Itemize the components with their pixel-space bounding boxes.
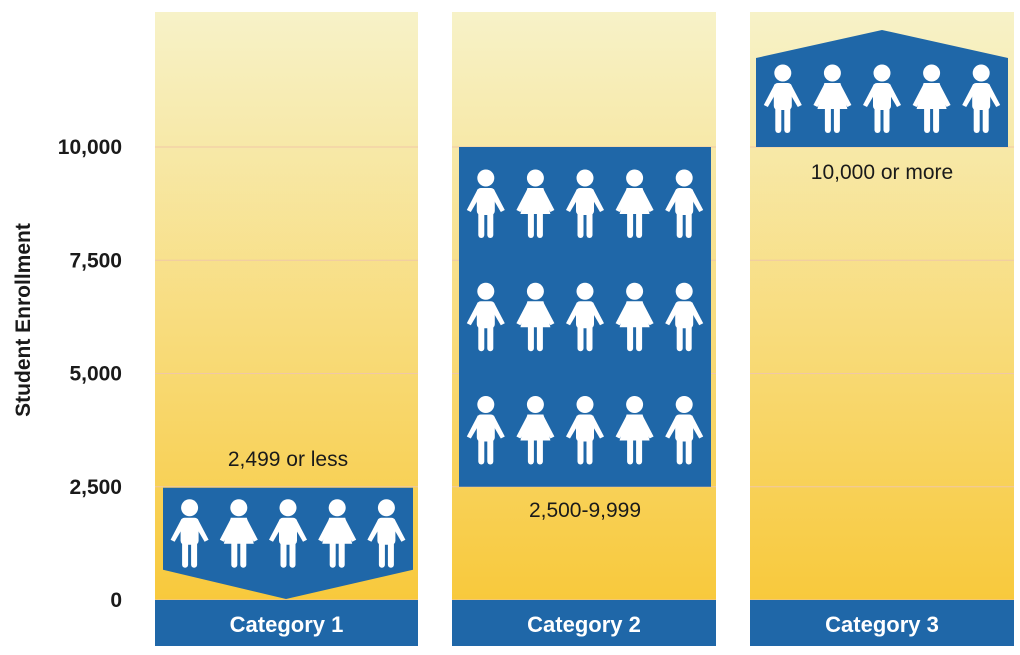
student-figure-icon [665,282,704,352]
student-figure-icon [566,396,604,465]
student-figure-icon [566,169,604,238]
student-figure-icon [516,282,555,352]
category-label: Category 2 [527,612,641,637]
category-bar-1 [155,600,418,646]
student-figure-icon [615,282,654,352]
student-figure-icon [466,396,505,465]
student-figure-icon [665,169,704,238]
student-figure-icon [516,169,555,238]
y-tick-label: 10,000 [58,136,122,159]
student-figure-icon [318,499,357,568]
student-figure-icon [912,64,951,133]
student-figure-icon [269,499,307,568]
category-bar-2 [452,600,716,646]
student-figure-icon [615,396,654,465]
student-figure-icon [219,499,258,568]
student-figure-icon [665,396,704,465]
student-figure-icon [863,64,901,133]
range-label-category-3: 10,000 or more [811,161,953,184]
y-tick-label: 7,500 [69,249,122,272]
student-figure-icon [962,64,1001,133]
student-figure-icon [367,499,406,568]
range-label-category-1: 2,499 or less [228,448,348,471]
student-figure-icon [466,282,505,352]
category-label: Category 1 [230,612,344,637]
y-tick-label: 5,000 [69,363,122,386]
category-label: Category 3 [825,612,939,637]
category-bar-3 [750,600,1014,646]
student-figure-icon [813,64,852,133]
y-tick-label: 2,500 [69,476,122,499]
student-figure-icon [615,169,654,238]
student-figure-icon [466,169,505,238]
student-figure-icon [170,499,209,568]
student-figure-icon [516,396,555,465]
y-axis-title: Student Enrollment [12,223,35,417]
range-label-category-2: 2,500-9,999 [529,499,641,522]
student-figure-icon [566,282,604,352]
student-figure-icon [763,64,802,133]
y-tick-label: 0 [110,589,122,612]
